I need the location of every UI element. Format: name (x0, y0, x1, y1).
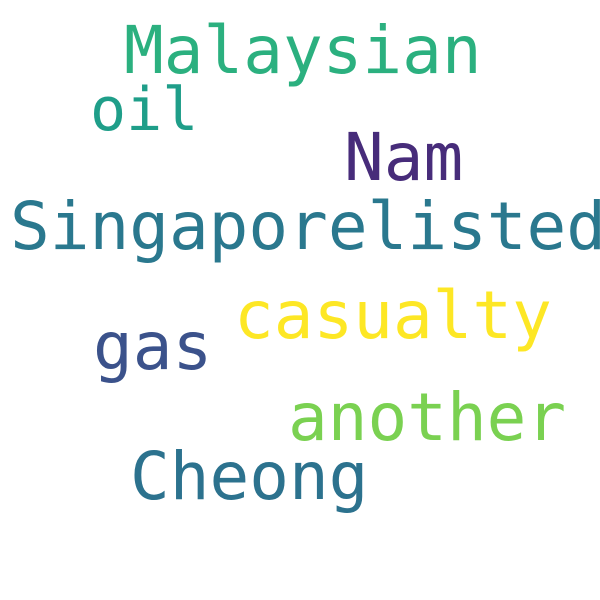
word-gas: gas (93, 308, 213, 385)
word-another: another (288, 379, 567, 456)
word-singaporelisted: Singaporelisted (10, 188, 600, 265)
word-malaysian: Malaysian (124, 12, 482, 89)
word-oil: oil (90, 75, 199, 145)
word-cheong: Cheong (130, 438, 369, 515)
word-casualty: casualty (234, 277, 552, 354)
word-nam: Nam (344, 119, 464, 196)
